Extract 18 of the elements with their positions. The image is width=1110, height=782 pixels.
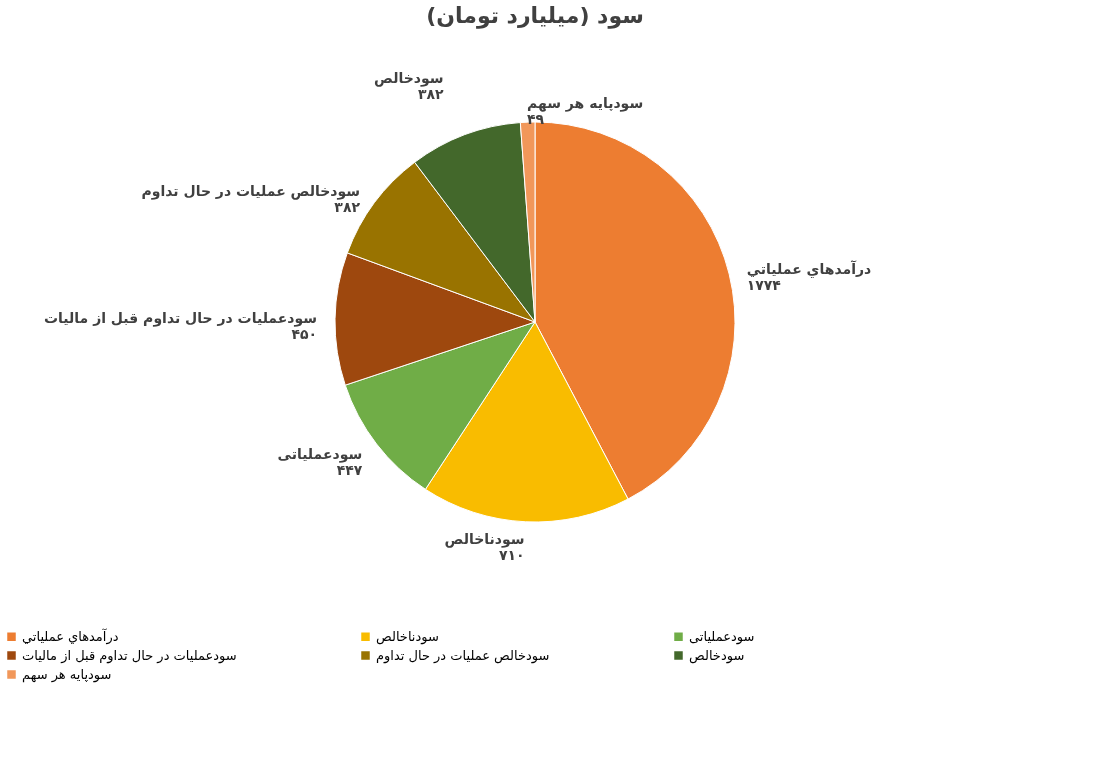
slice-label: سودخالص [374, 69, 444, 87]
legend-label: سودعملیاتی [689, 628, 755, 645]
legend-label: سودخالص عملیات در حال تداوم [376, 647, 550, 664]
chart-title: سود (میلیارد تومان) [426, 3, 644, 29]
legend-label: سودناخالص [376, 628, 439, 645]
slice-label: سودناخالص [444, 530, 525, 548]
slice-label: سودعملیاتی [277, 446, 363, 463]
legend-label: سودخالص [689, 647, 745, 664]
slice-label: سودپایه هر سهم [527, 95, 644, 113]
legend-label: درآمدهاي عملياتي [22, 627, 119, 645]
data-label: ۴۴۷ [336, 462, 363, 478]
data-label: ۴۹ [527, 111, 545, 128]
legend-label: سودپایه هر سهم [22, 666, 112, 683]
slice-label: سودعملیات در حال تداوم قبل از مالیات [44, 309, 318, 327]
slice-label: درآمدهاي عملياتي [746, 259, 872, 279]
legend-label: سودعملیات در حال تداوم قبل از مالیات [22, 647, 237, 664]
data-label: ۱۷۷۴ [746, 276, 782, 293]
slice-label: سودخالص عملیات در حال تداوم [141, 182, 361, 200]
